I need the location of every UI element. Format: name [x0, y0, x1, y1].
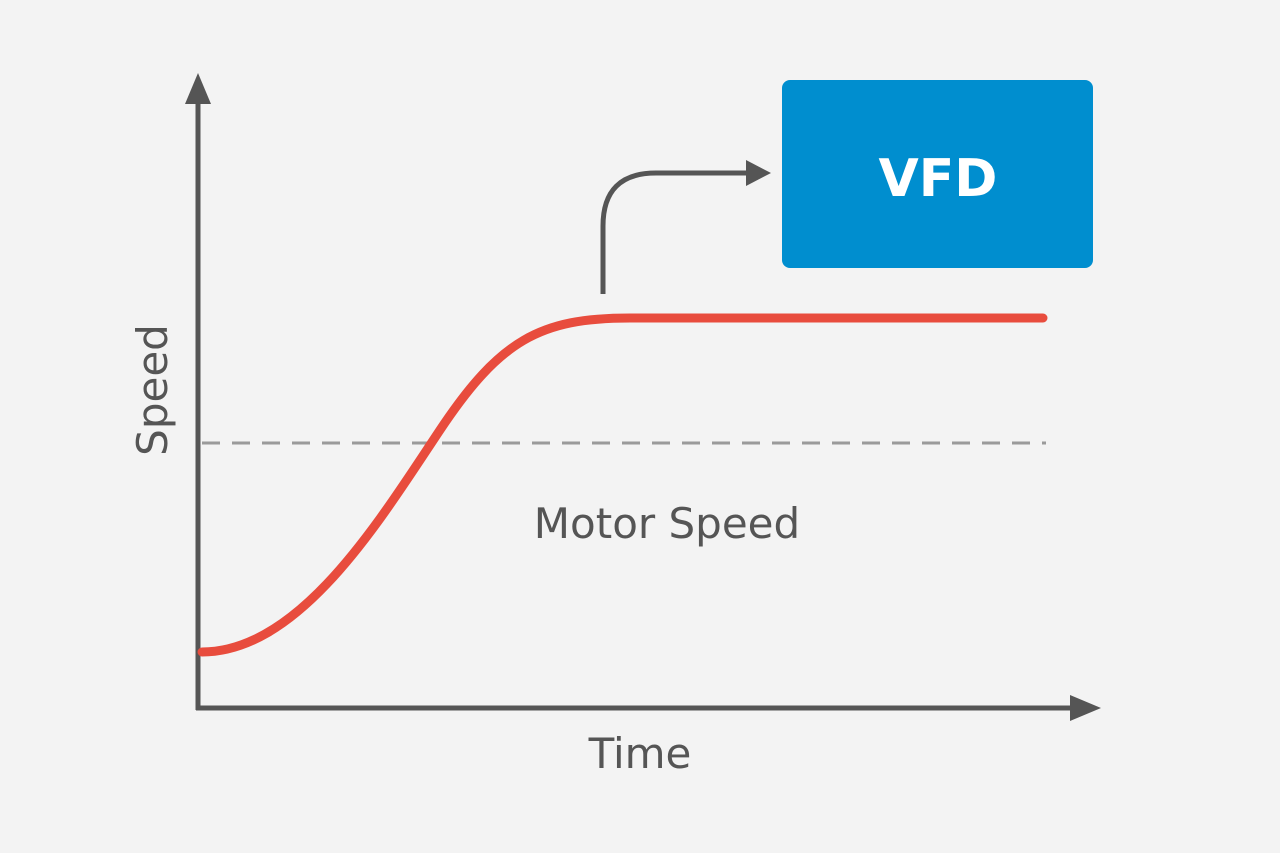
connector-arrowhead: [746, 160, 771, 186]
x-axis-arrowhead: [1070, 695, 1101, 721]
y-axis-arrowhead: [185, 73, 211, 104]
curve-label: Motor Speed: [534, 499, 800, 548]
x-axis-label: Time: [588, 729, 692, 778]
connector-arrow: [600, 170, 748, 294]
vfd-box: [782, 80, 1093, 268]
speed-curve: [197, 313, 1048, 657]
y-axis-label: Speed: [128, 324, 177, 456]
vfd-label: VFD: [879, 149, 998, 209]
